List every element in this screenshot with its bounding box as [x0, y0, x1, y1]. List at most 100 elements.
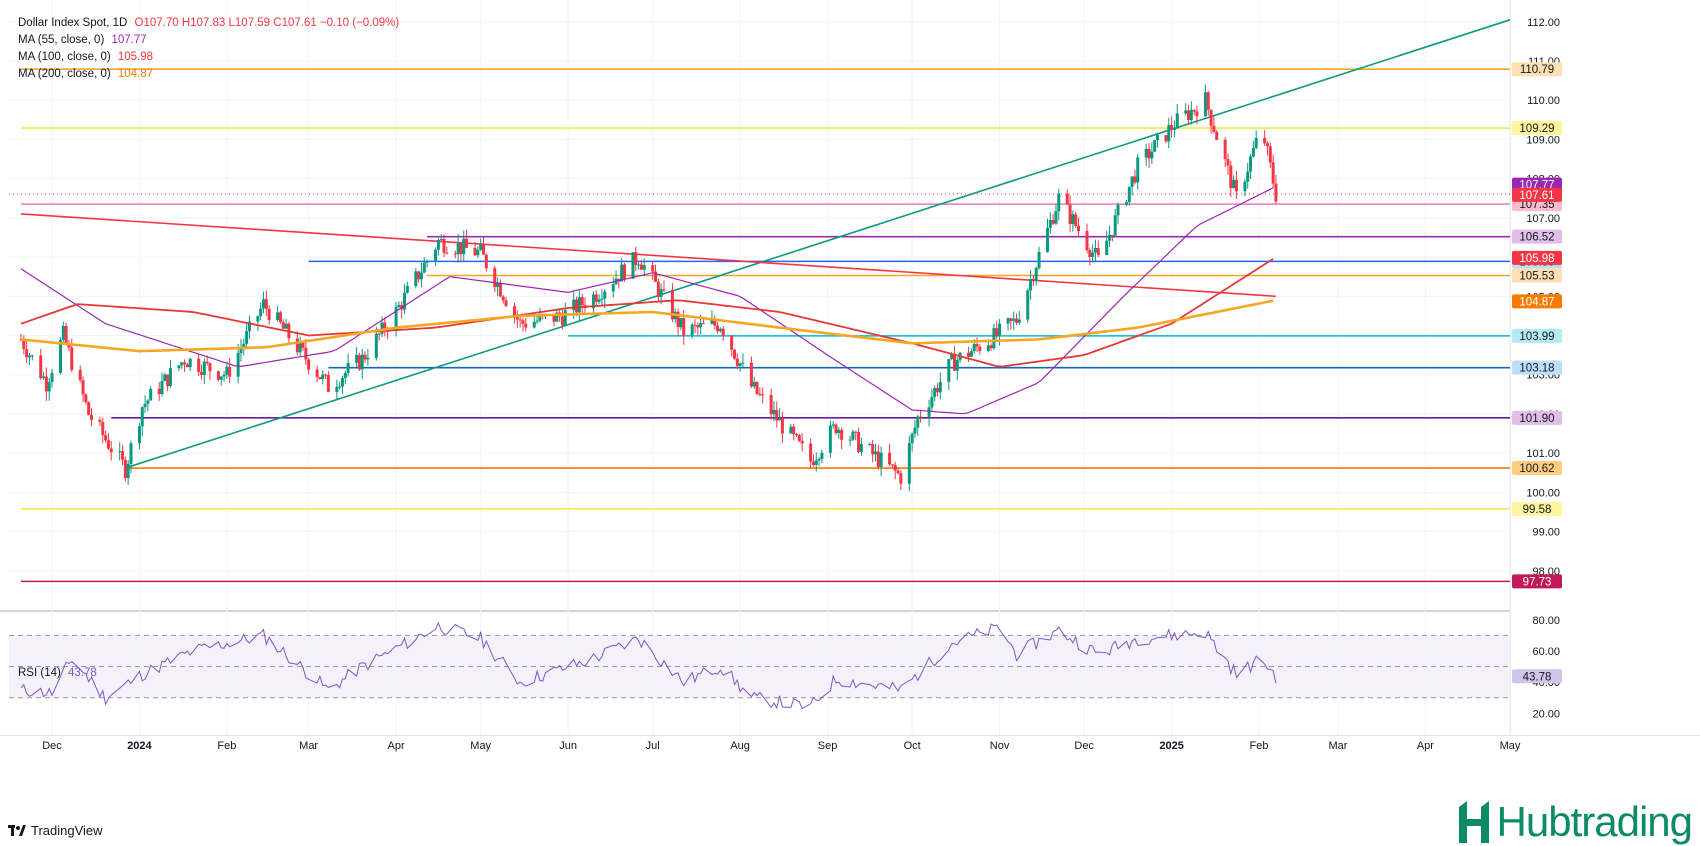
candle-body: [1243, 181, 1247, 192]
candle-body: [795, 434, 799, 436]
hubtrading-icon: [1458, 801, 1489, 843]
candle-body: [104, 435, 108, 441]
candle-body: [1133, 176, 1137, 183]
level-price-tag: 106.52: [1519, 232, 1554, 244]
rsi-value-tag-bg: [1512, 669, 1562, 684]
candle-body: [1057, 193, 1061, 212]
candle-body: [1012, 318, 1016, 321]
candle-body: [422, 262, 426, 273]
pane-separator: [0, 610, 1510, 612]
candle-body: [868, 444, 872, 446]
candle-body: [366, 357, 370, 360]
candle-body: [575, 299, 579, 313]
candle-body: [185, 364, 189, 368]
level-price-tag-bg: [1512, 501, 1562, 516]
candle-body: [1144, 148, 1148, 158]
level-price-tag: 103.99: [1519, 331, 1554, 343]
candle-body: [873, 451, 877, 455]
candle-body: [149, 388, 153, 401]
candle-body: [631, 252, 635, 279]
indicator-price-tag: 105.98: [1519, 253, 1554, 265]
tradingview-logo[interactable]: TradingView: [8, 823, 103, 838]
candle-body: [417, 271, 421, 280]
candle-body: [436, 240, 440, 250]
candle-body: [123, 459, 127, 479]
candle-body: [521, 320, 525, 324]
candle-body: [741, 362, 745, 364]
candle-body: [315, 369, 319, 378]
candle-body: [837, 429, 841, 434]
candle-body: [228, 366, 232, 377]
candle-body: [1229, 165, 1233, 189]
candle-body: [140, 407, 144, 427]
candle-body: [476, 249, 480, 256]
candle-body: [975, 343, 979, 347]
indicator-price-tag-bg: [1512, 187, 1562, 202]
candle-body: [1096, 247, 1100, 255]
candle-body: [1091, 252, 1095, 257]
hubtrading-text: Hubtrading: [1496, 798, 1693, 845]
candle-body: [357, 354, 361, 370]
candle-body: [1215, 131, 1219, 140]
candle-body: [690, 324, 694, 336]
candle-body: [199, 371, 203, 375]
candle-body: [800, 440, 804, 444]
candle-body: [462, 238, 466, 255]
level-price-tag-bg: [1512, 328, 1562, 343]
x-tick-label: Oct: [904, 740, 921, 752]
candle-body: [831, 424, 835, 426]
x-tick-label: Apr: [1417, 740, 1434, 752]
candle-body: [1077, 225, 1081, 232]
candle-body: [1116, 204, 1120, 216]
candle-body: [670, 289, 674, 320]
x-tick-label: Aug: [730, 740, 750, 752]
candle-body: [1034, 267, 1038, 281]
hubtrading-logo: Hubtrading: [1455, 798, 1693, 846]
candle-body: [600, 298, 604, 300]
candle-body: [239, 348, 243, 354]
candle-body: [622, 264, 626, 279]
candle-body: [620, 264, 624, 282]
candle-body: [907, 443, 911, 484]
candle-body: [758, 393, 762, 395]
candle-body: [955, 360, 959, 371]
candle-body: [676, 311, 680, 328]
candle-body: [1232, 179, 1236, 189]
candle-body: [814, 460, 818, 465]
candle-body: [611, 284, 615, 292]
candle-body: [811, 461, 815, 465]
candle-body: [947, 359, 951, 382]
rsi-line: [20, 621, 1277, 710]
candle-body: [513, 306, 517, 316]
candle-body: [493, 268, 497, 288]
candle-body: [219, 376, 223, 380]
candle-body: [995, 328, 999, 336]
candle-body: [532, 321, 536, 328]
candle-body: [397, 305, 401, 308]
candle-body: [857, 431, 861, 452]
candle-body: [340, 378, 344, 387]
candle-body: [205, 361, 209, 364]
candle-body: [321, 374, 325, 380]
x-tick-label: Nov: [990, 740, 1010, 752]
candle-body: [324, 374, 328, 376]
candle-body: [730, 335, 734, 350]
candle-body: [1110, 234, 1114, 236]
x-tick-label: Dec: [42, 740, 62, 752]
candle-body: [442, 239, 446, 253]
x-tick-label: Sep: [818, 740, 838, 752]
candle-body: [98, 419, 102, 422]
candle-body: [216, 371, 220, 380]
ma200-line: [20, 299, 1274, 353]
ma200-legend: MA (200, close, 0) 104.87: [18, 68, 153, 80]
candle-body: [696, 325, 700, 328]
candle-body: [222, 374, 226, 377]
candle-body: [1130, 176, 1134, 187]
candle-body: [262, 299, 266, 309]
candle-body: [394, 307, 398, 332]
candle-body: [659, 289, 663, 297]
level-price-tag: 110.79: [1520, 64, 1554, 76]
candle-body: [445, 252, 449, 254]
indicator-price-tag-bg: [1512, 250, 1562, 265]
